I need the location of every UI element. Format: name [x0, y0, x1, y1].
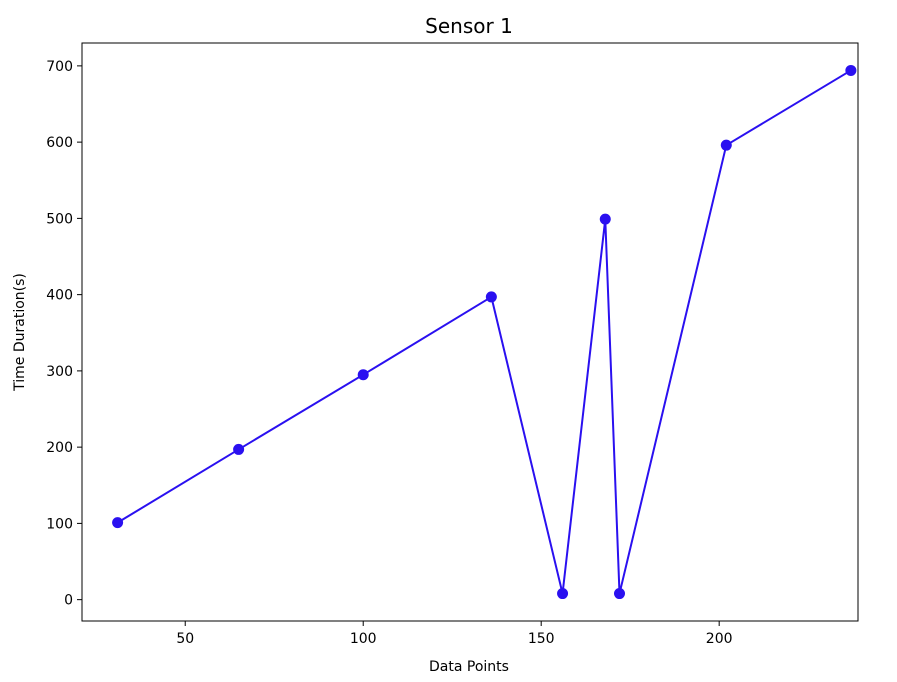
y-tick-label: 0 — [64, 593, 73, 609]
data-point — [845, 64, 857, 76]
y-tick-label: 600 — [46, 135, 73, 151]
y-tick-label: 300 — [46, 364, 73, 380]
y-tick-label: 400 — [46, 288, 73, 304]
data-point — [557, 588, 569, 600]
data-point — [720, 139, 732, 151]
data-point — [357, 369, 369, 381]
x-axis-title: Data Points — [429, 659, 509, 675]
x-tick-label: 50 — [176, 631, 194, 647]
plot-area — [112, 64, 857, 600]
y-tick-label: 200 — [46, 440, 73, 456]
y-axis-title: Time Duration(s) — [12, 273, 28, 392]
series-line — [117, 69, 852, 595]
y-axis: 0 100 200 300 400 500 600 700 — [46, 59, 82, 609]
chart-title: Sensor 1 — [425, 14, 513, 38]
x-axis: 50 100 150 200 — [176, 621, 733, 647]
x-tick-label: 150 — [528, 631, 555, 647]
y-tick-label: 100 — [46, 516, 73, 532]
plot-frame — [81, 42, 859, 622]
data-point — [614, 588, 626, 600]
y-tick-label: 500 — [46, 211, 73, 227]
x-tick-label: 100 — [350, 631, 377, 647]
data-point — [599, 213, 611, 225]
y-tick-label: 700 — [46, 59, 73, 75]
data-point — [233, 443, 245, 455]
data-point — [485, 291, 497, 303]
data-point — [112, 517, 124, 529]
x-tick-label: 200 — [706, 631, 733, 647]
